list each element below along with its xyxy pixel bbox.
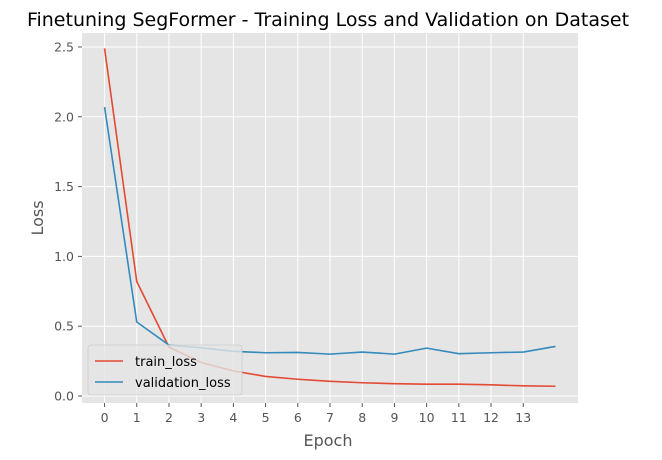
- chart-title: Finetuning SegFormer - Training Loss and…: [27, 9, 629, 31]
- y-tick-label: 0.0: [54, 389, 74, 404]
- x-tick-label: 5: [262, 410, 270, 425]
- x-axis-ticks: 0 1 2 3 4 5 6 7 8 9 10 11 12 13: [101, 403, 531, 425]
- grid: [82, 33, 578, 403]
- x-tick-label: 4: [229, 410, 237, 425]
- x-tick-label: 2: [165, 410, 173, 425]
- y-tick-label: 2.0: [54, 109, 74, 124]
- x-tick-label: 1: [133, 410, 141, 425]
- y-tick-label: 1.0: [54, 249, 74, 264]
- x-tick-label: 3: [197, 410, 205, 425]
- y-axis-ticks: 0.0 0.5 1.0 1.5 2.0 2.5: [54, 39, 82, 404]
- x-tick-label: 9: [390, 410, 398, 425]
- x-tick-label: 7: [326, 410, 334, 425]
- x-tick-label: 0: [101, 410, 109, 425]
- y-axis-label: Loss: [28, 200, 47, 235]
- y-tick-label: 0.5: [54, 319, 74, 334]
- legend-label-train-loss: train_loss: [135, 355, 197, 370]
- legend-box: [87, 344, 243, 396]
- y-tick-label: 1.5: [54, 179, 74, 194]
- x-tick-label: 6: [294, 410, 302, 425]
- x-tick-label: 13: [515, 410, 531, 425]
- x-tick-label: 12: [483, 410, 499, 425]
- x-axis-label: Epoch: [304, 431, 353, 450]
- x-tick-label: 11: [451, 410, 467, 425]
- x-tick-label: 8: [358, 410, 366, 425]
- x-tick-label: 10: [419, 410, 435, 425]
- y-tick-label: 2.5: [54, 39, 74, 54]
- legend: train_loss validation_loss: [87, 344, 243, 396]
- legend-label-validation-loss: validation_loss: [135, 376, 231, 391]
